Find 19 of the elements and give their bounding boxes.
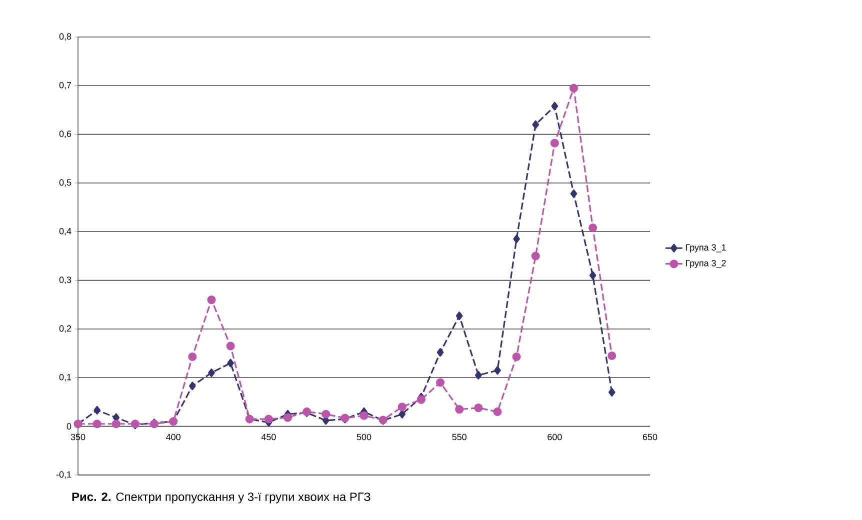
x-tick-label: 400 — [166, 434, 180, 440]
y-tick-label: 0,6 — [59, 130, 72, 138]
y-tick-label: 0,3 — [59, 276, 72, 284]
y-tick-label: 0,1 — [59, 374, 72, 382]
y-tick-label: 0,5 — [59, 179, 72, 187]
y-tick-label: -0,1 — [56, 471, 72, 479]
y-tick-label: 0,4 — [59, 228, 72, 236]
text: Рис. 2. Спектри пропускання у 3-ї групи хвоих на РГЗ — [72, 492, 370, 504]
y-tick-label: 0 — [66, 423, 72, 430]
y-tick-label: 0,8 — [59, 33, 72, 41]
y-tick-label: 0,7 — [59, 82, 72, 90]
legend-label: Група 3_1 — [686, 244, 726, 252]
x-tick-label: 650 — [642, 434, 658, 440]
x-tick-label: 600 — [548, 434, 562, 440]
legend-label: Група 3_2 — [686, 260, 726, 268]
y-tick-label: 0,2 — [59, 325, 72, 333]
x-tick-label: 550 — [452, 434, 466, 440]
x-tick-label: 500 — [356, 434, 372, 440]
x-tick-label: 450 — [261, 434, 276, 440]
